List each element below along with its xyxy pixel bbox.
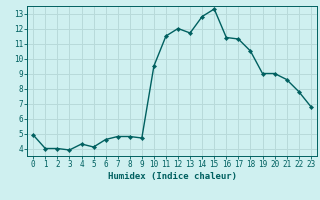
X-axis label: Humidex (Indice chaleur): Humidex (Indice chaleur)	[108, 172, 236, 181]
